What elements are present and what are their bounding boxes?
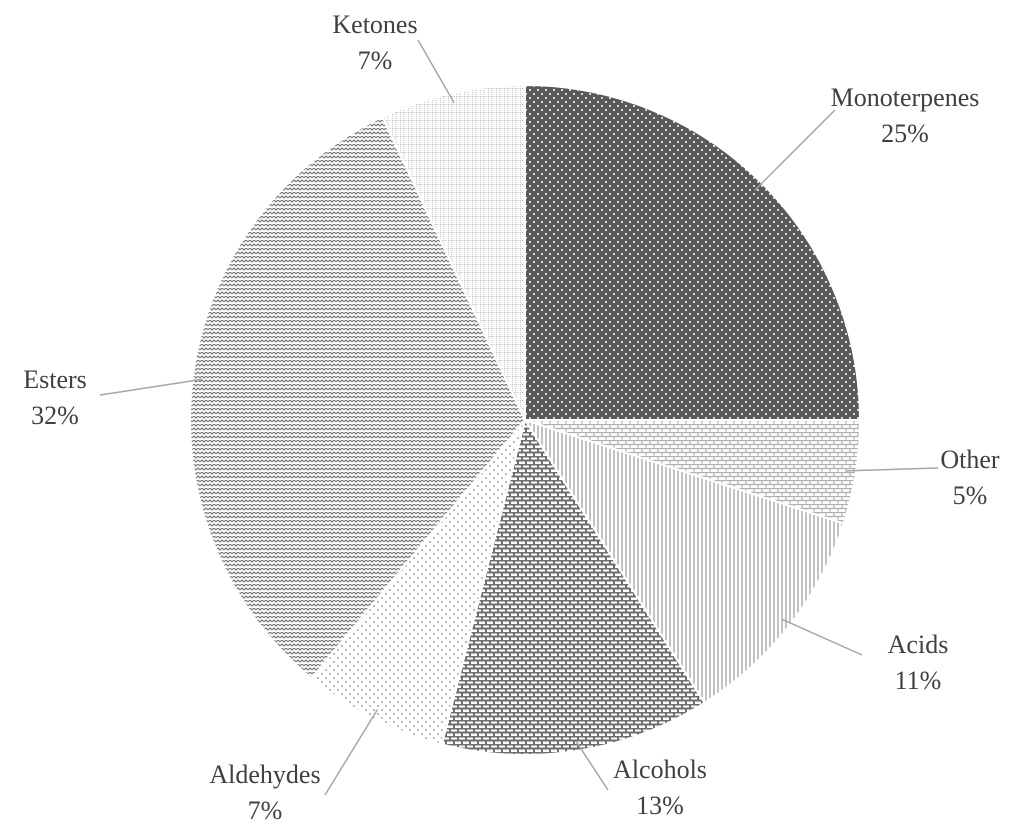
leader-line bbox=[845, 467, 939, 472]
leader-line bbox=[575, 740, 609, 791]
value-label: 32% bbox=[31, 401, 79, 430]
slice-label: Acids bbox=[888, 630, 949, 659]
value-label: 25% bbox=[881, 119, 929, 148]
pie-slice bbox=[381, 83, 526, 421]
pie-slice bbox=[440, 417, 706, 756]
slice-label: Aldehydes bbox=[209, 760, 320, 789]
value-label: 7% bbox=[248, 796, 283, 825]
pie-slice bbox=[310, 419, 526, 746]
leader-line bbox=[754, 109, 836, 191]
value-label: 7% bbox=[358, 46, 393, 75]
slice-label: Ketones bbox=[332, 10, 417, 39]
leader-line bbox=[324, 709, 379, 796]
slice-label: Alcohols bbox=[613, 755, 707, 784]
pie-slice bbox=[522, 418, 845, 705]
slice-label: Other bbox=[940, 445, 1000, 474]
leader-line bbox=[99, 378, 203, 396]
slice-label: Monoterpenes bbox=[831, 83, 980, 112]
leader-line bbox=[417, 39, 455, 104]
slice-label: Esters bbox=[23, 365, 87, 394]
pie-slice bbox=[189, 115, 527, 680]
leader-line bbox=[781, 618, 863, 656]
value-label: 5% bbox=[953, 481, 988, 510]
value-label: 11% bbox=[895, 666, 942, 695]
value-label: 13% bbox=[636, 791, 684, 820]
